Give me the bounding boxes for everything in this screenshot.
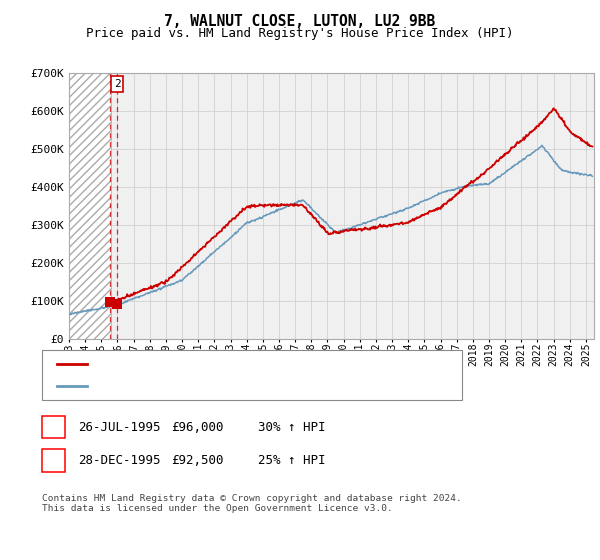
Text: £92,500: £92,500 [171, 454, 224, 467]
Text: 7, WALNUT CLOSE, LUTON, LU2 9BB: 7, WALNUT CLOSE, LUTON, LU2 9BB [164, 14, 436, 29]
Text: 2: 2 [50, 454, 57, 467]
Text: 2: 2 [114, 79, 121, 89]
Text: Price paid vs. HM Land Registry's House Price Index (HPI): Price paid vs. HM Land Registry's House … [86, 27, 514, 40]
Text: Contains HM Land Registry data © Crown copyright and database right 2024.
This d: Contains HM Land Registry data © Crown c… [42, 494, 462, 514]
Text: 1: 1 [50, 421, 57, 434]
Text: 26-JUL-1995: 26-JUL-1995 [78, 421, 161, 434]
Text: 25% ↑ HPI: 25% ↑ HPI [258, 454, 325, 467]
Text: 7, WALNUT CLOSE, LUTON, LU2 9BB (detached house): 7, WALNUT CLOSE, LUTON, LU2 9BB (detache… [93, 359, 405, 369]
Text: HPI: Average price, detached house, Luton: HPI: Average price, detached house, Luto… [93, 381, 359, 391]
Text: 28-DEC-1995: 28-DEC-1995 [78, 454, 161, 467]
Bar [69, 73, 111, 339]
Text: £96,000: £96,000 [171, 421, 224, 434]
Text: 30% ↑ HPI: 30% ↑ HPI [258, 421, 325, 434]
